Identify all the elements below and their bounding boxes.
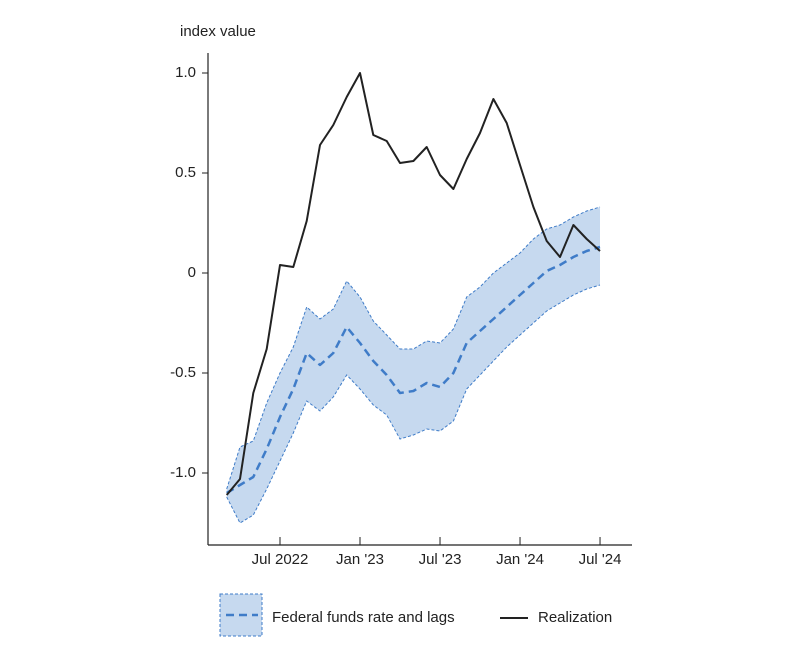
y-tick-label: -1.0 — [170, 464, 196, 481]
series-line — [226, 245, 601, 495]
series-line — [225, 72, 601, 496]
x-tick-label: Jul '24 — [579, 551, 622, 568]
y-tick-label: -0.5 — [170, 364, 196, 381]
x-tick-label: Jul '23 — [419, 551, 462, 568]
band-edge — [226, 206, 601, 490]
x-tick-label: Jan '24 — [496, 551, 544, 568]
y-axis-label: index value — [180, 23, 256, 40]
x-tick-label: Jan '23 — [336, 551, 384, 568]
y-tick-label: 0.5 — [175, 164, 196, 181]
legend-label: Realization — [538, 609, 612, 626]
y-tick-label: 1.0 — [175, 64, 196, 81]
band-area — [226, 207, 600, 523]
y-tick-label: 0 — [188, 264, 196, 281]
x-tick-label: Jul 2022 — [252, 551, 309, 568]
legend-label: Federal funds rate and lags — [272, 609, 455, 626]
band-edge — [226, 284, 601, 524]
